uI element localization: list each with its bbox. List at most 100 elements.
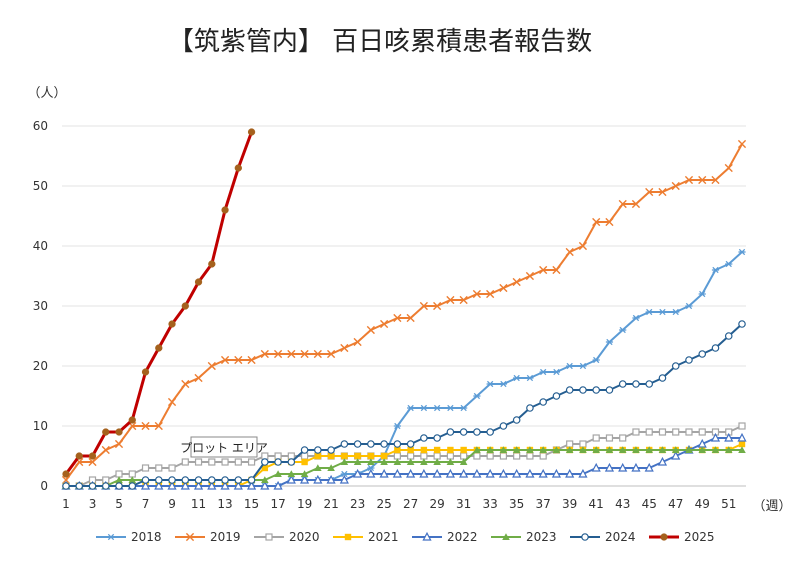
data-point — [499, 422, 508, 430]
data-point — [618, 462, 628, 472]
data-point — [75, 482, 84, 490]
data-point — [393, 313, 402, 323]
data-point — [698, 175, 707, 185]
data-point — [155, 344, 163, 352]
data-point — [141, 464, 150, 472]
data-point — [485, 468, 495, 478]
series-line — [66, 323, 743, 487]
y-tick-label: 30 — [33, 299, 48, 313]
x-tick-label: 33 — [483, 497, 498, 511]
data-point — [353, 337, 362, 347]
data-point — [327, 349, 336, 359]
data-point — [486, 289, 495, 299]
data-point — [301, 458, 308, 466]
data-point — [592, 446, 600, 453]
data-point — [62, 470, 70, 478]
data-point — [194, 476, 203, 484]
data-point — [420, 458, 428, 465]
data-point — [88, 452, 97, 460]
data-point — [406, 458, 415, 465]
data-point — [419, 301, 428, 311]
x-tick-label: 31 — [456, 497, 471, 511]
x-axis-unit-label: （週） — [752, 499, 791, 514]
y-tick-label: 50 — [33, 179, 48, 193]
data-point — [261, 464, 269, 472]
data-point — [460, 404, 468, 412]
x-tick-label: 21 — [323, 497, 338, 511]
data-point — [314, 446, 322, 454]
series-2024 — [62, 320, 746, 490]
x-tick-label: 23 — [350, 497, 365, 511]
data-point — [446, 458, 455, 465]
series-2025 — [62, 128, 256, 478]
data-point — [526, 446, 534, 453]
data-point — [581, 533, 589, 541]
data-point — [341, 452, 348, 460]
legend-label: 2020 — [289, 530, 320, 544]
data-point — [432, 468, 442, 478]
data-point — [247, 458, 256, 466]
y-tick-label: 10 — [33, 419, 48, 433]
data-point — [422, 531, 432, 541]
data-point — [698, 350, 707, 358]
data-point — [671, 446, 680, 453]
data-point — [208, 476, 216, 484]
data-point — [181, 379, 190, 389]
legend-item-2023: 2023 — [491, 530, 557, 544]
x-tick-label: 41 — [589, 497, 604, 511]
series-2021 — [62, 440, 746, 490]
x-tick-label: 37 — [536, 497, 551, 511]
data-point — [353, 458, 362, 465]
data-point — [447, 446, 454, 454]
data-point — [711, 266, 720, 274]
data-point — [141, 368, 150, 376]
data-point — [631, 462, 641, 472]
data-point — [724, 332, 733, 340]
data-point — [406, 468, 416, 478]
data-point — [181, 302, 189, 310]
data-point — [473, 428, 481, 436]
data-point — [605, 446, 614, 453]
data-point — [220, 480, 230, 490]
y-tick-label: 60 — [33, 119, 48, 133]
data-point — [711, 175, 720, 185]
data-point — [102, 428, 110, 436]
data-point — [539, 368, 547, 376]
data-point — [526, 404, 534, 412]
data-point — [62, 482, 70, 490]
x-tick-label: 25 — [376, 497, 391, 511]
data-point — [274, 452, 282, 460]
data-point — [433, 404, 441, 412]
data-point — [207, 361, 216, 371]
data-point — [446, 452, 454, 460]
data-point — [141, 476, 150, 484]
data-point — [366, 468, 376, 478]
data-point — [194, 373, 203, 383]
data-point — [552, 446, 561, 453]
data-point — [566, 362, 574, 370]
data-point — [618, 380, 627, 388]
data-point — [380, 440, 388, 448]
x-tick-label: 35 — [509, 497, 524, 511]
data-point — [512, 468, 522, 478]
data-point — [578, 241, 588, 251]
data-point — [446, 428, 455, 436]
data-point — [472, 468, 482, 478]
data-point — [473, 392, 481, 400]
data-point — [658, 308, 667, 316]
data-point — [525, 468, 535, 478]
data-point — [128, 482, 137, 490]
data-point — [685, 428, 693, 436]
x-axis-ticks: 1 3 5 7 9 11 13 15 17 19 21 23 25 27 29 31 33 35 37 39 41 43 4… — [62, 497, 736, 511]
data-point — [605, 434, 614, 442]
data-point — [472, 289, 481, 299]
data-point — [380, 319, 389, 329]
data-point — [738, 440, 746, 448]
data-point — [539, 265, 548, 275]
data-point — [565, 468, 575, 478]
data-point — [685, 446, 693, 453]
data-point — [445, 468, 455, 478]
data-point — [274, 458, 282, 466]
data-point — [644, 462, 654, 472]
data-point — [486, 428, 494, 436]
